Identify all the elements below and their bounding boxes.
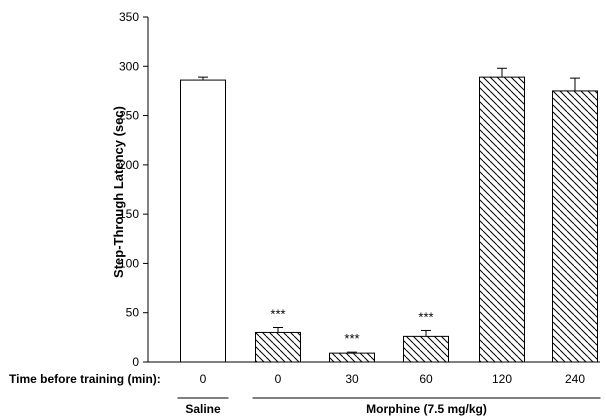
group-label: Saline — [185, 402, 221, 416]
y-tick-label: 50 — [126, 306, 140, 320]
y-tick-label: 350 — [119, 10, 139, 24]
significance-marker: *** — [418, 309, 433, 324]
group-label: Morphine (7.5 mg/kg) — [366, 402, 487, 416]
y-axis-ticks: 0 50 100 150 200 250 300 350 — [119, 10, 148, 369]
bar — [479, 76, 525, 363]
significance-marker: *** — [344, 331, 359, 346]
y-axis-label: Step-Through Latency (sec) — [111, 106, 126, 278]
bar — [329, 352, 375, 363]
x-tick-label: 120 — [492, 372, 512, 386]
bar — [255, 331, 301, 363]
bar — [180, 79, 226, 363]
y-tick-label: 300 — [119, 59, 139, 73]
y-tick-label: 200 — [119, 158, 139, 172]
x-tick-labels: 0 0 30 60 120 240 — [200, 372, 586, 386]
x-tick-label: 30 — [345, 372, 359, 386]
x-tick-label: 240 — [565, 372, 585, 386]
significance-marker: *** — [270, 307, 285, 322]
y-tick-label: 250 — [119, 109, 139, 123]
bar — [403, 335, 449, 363]
y-tick-label: 100 — [119, 256, 139, 270]
y-tick-label: 0 — [132, 355, 139, 369]
group-labels: Saline Morphine (7.5 mg/kg) — [177, 397, 601, 416]
x-tick-label: 0 — [200, 372, 207, 386]
y-tick-label: 150 — [119, 207, 139, 221]
bars-layer: *** *** *** — [180, 67, 598, 363]
x-axis-label: Time before training (min): — [9, 372, 161, 386]
x-tick-label: 0 — [275, 372, 282, 386]
x-tick-label: 60 — [419, 372, 433, 386]
bar — [552, 90, 598, 363]
